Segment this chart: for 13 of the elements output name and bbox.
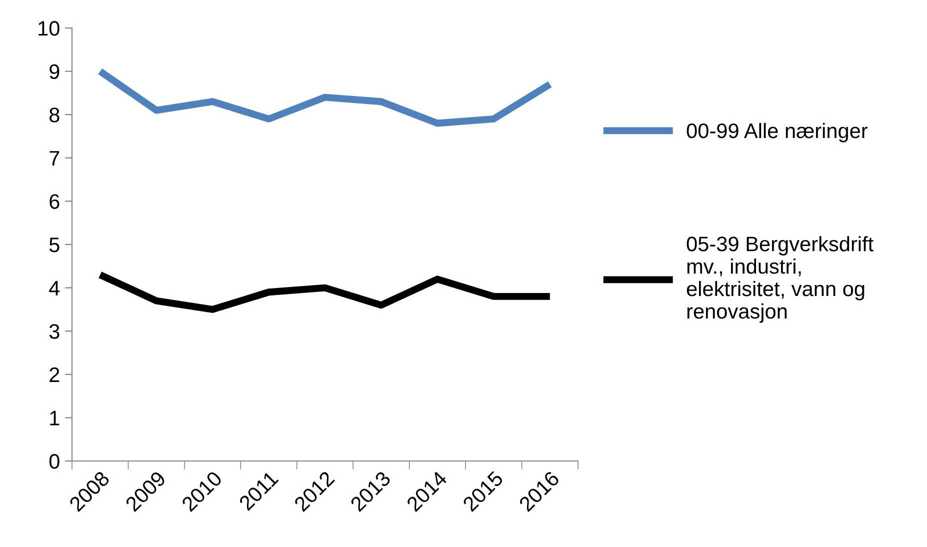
y-tick-label: 8 <box>50 108 60 122</box>
y-tick-label: 4 <box>49 281 60 296</box>
y-tick-label: 2 <box>50 367 60 382</box>
y-tick-label: 10 <box>38 21 60 36</box>
y-tick-label: 5 <box>49 238 60 252</box>
y-tick-label: 0 <box>49 454 60 469</box>
y-tick-label: 6 <box>50 194 60 209</box>
legend-label: 05-39 Bergverksdrift mv., industri, elektrisitet, vann og renovasjon <box>686 236 874 323</box>
y-tick-label: 9 <box>50 64 60 80</box>
y-tick-label: 3 <box>49 324 60 339</box>
y-tick-label: 7 <box>50 151 60 166</box>
legend-label: 00-99 Alle næringer <box>686 122 868 142</box>
y-tick-label: 1 <box>50 410 60 426</box>
